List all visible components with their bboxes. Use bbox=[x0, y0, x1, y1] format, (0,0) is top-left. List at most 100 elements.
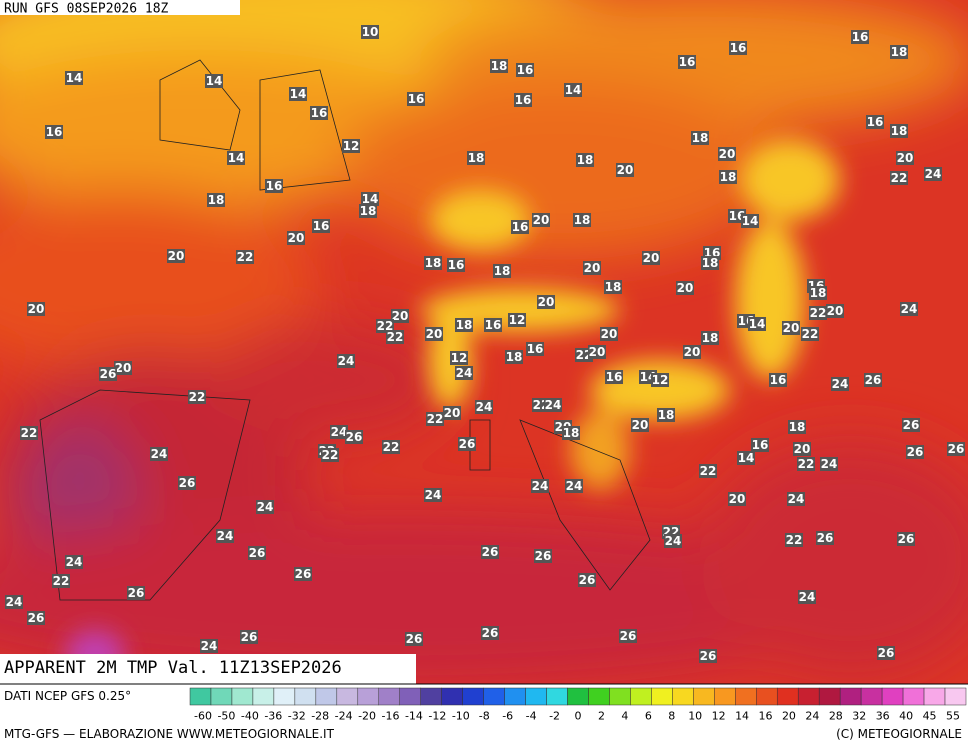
label-box bbox=[604, 280, 622, 294]
temperature-label: 24 bbox=[66, 555, 83, 569]
temperature-label: 18 bbox=[468, 151, 485, 165]
temperature-label: 10 bbox=[362, 25, 379, 39]
label-box bbox=[816, 531, 834, 545]
label-box bbox=[729, 41, 747, 55]
temperature-label: 18 bbox=[577, 153, 594, 167]
label-box bbox=[562, 426, 580, 440]
temperature-label: 26 bbox=[898, 532, 915, 546]
label-box bbox=[820, 457, 838, 471]
temperature-label: 22 bbox=[810, 306, 827, 320]
label-box bbox=[391, 309, 409, 323]
label-box bbox=[207, 193, 225, 207]
label-box bbox=[455, 318, 473, 332]
label-box bbox=[481, 545, 499, 559]
label-box bbox=[864, 373, 882, 387]
label-box bbox=[573, 213, 591, 227]
colorbar: -60 -50 -40 -36 -32 -28 -24 -20 -16 -14 -12 -10 -8 -6… bbox=[189, 687, 967, 723]
label-box bbox=[793, 442, 811, 456]
credit-label: MTG-GFS — ELABORAZIONE WWW.METEOGIORNALE… bbox=[4, 727, 335, 741]
label-box bbox=[493, 264, 511, 278]
label-box bbox=[359, 204, 377, 218]
temperature-label: 22 bbox=[21, 426, 38, 440]
colorbar-swatch bbox=[567, 687, 589, 706]
label-box bbox=[526, 342, 544, 356]
temperature-label: 26 bbox=[948, 442, 965, 456]
temperature-label: 26 bbox=[535, 549, 552, 563]
colorbar-swatch bbox=[483, 687, 505, 706]
label-box bbox=[605, 370, 623, 384]
label-box bbox=[443, 406, 461, 420]
temperature-label: 14 bbox=[290, 87, 307, 101]
temperature-label: 18 bbox=[425, 256, 442, 270]
label-box bbox=[310, 106, 328, 120]
label-box bbox=[248, 546, 266, 560]
label-box bbox=[809, 286, 827, 300]
colorbar-label: -12 bbox=[428, 710, 446, 723]
temperature-label: 26 bbox=[100, 367, 117, 381]
label-box bbox=[699, 464, 717, 478]
label-box bbox=[287, 231, 305, 245]
temperature-label: 22 bbox=[322, 448, 339, 462]
temperature-label: 20 bbox=[589, 345, 606, 359]
temperature-label: 22 bbox=[802, 327, 819, 341]
label-box bbox=[751, 438, 769, 452]
label-box bbox=[508, 313, 526, 327]
temperature-label: 14 bbox=[66, 71, 83, 85]
temperature-label: 18 bbox=[692, 131, 709, 145]
label-box bbox=[511, 220, 529, 234]
colorbar-swatch bbox=[860, 687, 883, 706]
temperature-label: 18 bbox=[605, 280, 622, 294]
label-box bbox=[902, 418, 920, 432]
temperature-label: 20 bbox=[677, 281, 694, 295]
label-box bbox=[532, 213, 550, 227]
colorbar-swatch bbox=[462, 687, 484, 706]
label-box bbox=[642, 251, 660, 265]
label-box bbox=[167, 249, 185, 263]
temperature-label: 18 bbox=[456, 318, 473, 332]
colorbar-swatch bbox=[923, 687, 946, 706]
label-box bbox=[361, 192, 379, 206]
label-box bbox=[890, 45, 908, 59]
label-box bbox=[426, 412, 444, 426]
colorbar-label: -40 bbox=[241, 710, 259, 723]
temperature-field bbox=[0, 0, 968, 684]
label-box bbox=[737, 451, 755, 465]
colorbar-swatch bbox=[588, 687, 610, 706]
label-box bbox=[877, 646, 895, 660]
temperature-label: 14 bbox=[742, 214, 759, 228]
temperature-label: 24 bbox=[832, 377, 849, 391]
temperature-label: 14 bbox=[228, 151, 245, 165]
label-box bbox=[458, 437, 476, 451]
temperature-label: 16 bbox=[730, 41, 747, 55]
colorbar-label: -20 bbox=[358, 710, 376, 723]
label-box bbox=[5, 595, 23, 609]
temperature-label: 24 bbox=[788, 492, 805, 506]
temperature-label: 18 bbox=[563, 426, 580, 440]
temperature-label: 20 bbox=[729, 492, 746, 506]
temperature-label: 16 bbox=[527, 342, 544, 356]
colorbar-swatch bbox=[756, 687, 778, 706]
label-box bbox=[896, 151, 914, 165]
label-box bbox=[330, 425, 348, 439]
temperature-label: 14 bbox=[749, 317, 766, 331]
label-box bbox=[718, 147, 736, 161]
colorbar-swatch bbox=[525, 687, 547, 706]
colorbar-label: -8 bbox=[479, 710, 490, 723]
label-box bbox=[20, 426, 38, 440]
label-box bbox=[484, 318, 502, 332]
temperature-label: 20 bbox=[288, 231, 305, 245]
temperature-label: 18 bbox=[360, 204, 377, 218]
label-box bbox=[45, 125, 63, 139]
temperature-label: 26 bbox=[620, 629, 637, 643]
label-box bbox=[826, 304, 844, 318]
label-box bbox=[424, 256, 442, 270]
temperature-label: 22 bbox=[427, 412, 444, 426]
colorbar-swatch bbox=[189, 687, 212, 706]
colorbar-label: -14 bbox=[405, 710, 423, 723]
temperature-label: 24 bbox=[425, 488, 442, 502]
label-box bbox=[256, 500, 274, 514]
label-box bbox=[678, 55, 696, 69]
temperature-label: 24 bbox=[257, 500, 274, 514]
temperature-label: 22 bbox=[383, 440, 400, 454]
